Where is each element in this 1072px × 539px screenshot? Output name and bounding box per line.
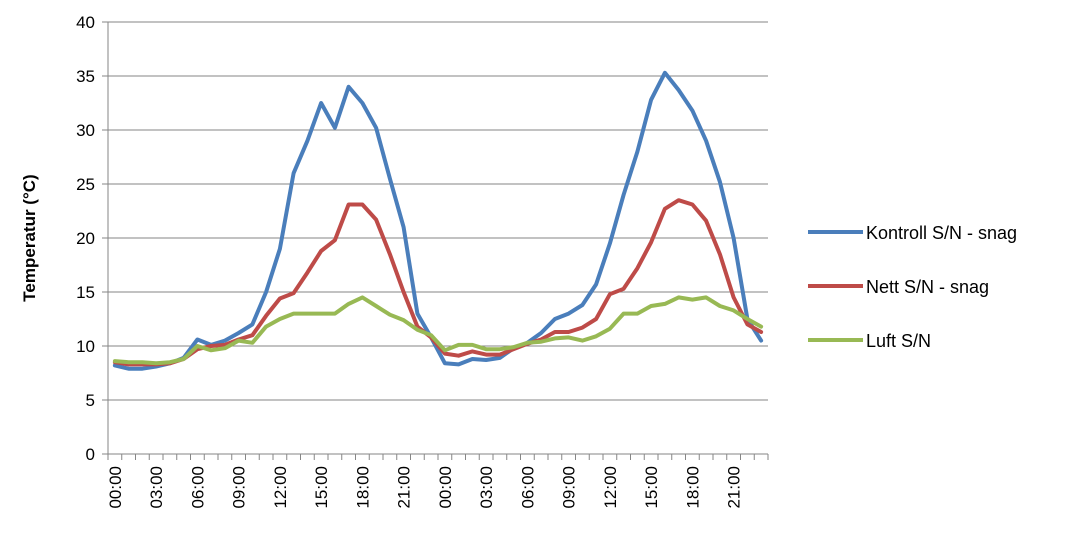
y-tick-label: 20 [76, 229, 95, 248]
x-axis-tick-labels: 00:00 03:00 06:00 09:00 12:00 15:00 18:00 21:00… [106, 466, 744, 509]
y-axis-title: Temperatur (°C) [20, 174, 39, 301]
x-tick-label: 12:00 [271, 466, 290, 509]
y-tick-label: 30 [76, 121, 95, 140]
x-axis [107, 453, 769, 460]
x-tick-label: 15:00 [312, 466, 331, 509]
x-tick-label: 06:00 [518, 466, 537, 509]
x-tick-label: 06:00 [188, 466, 207, 509]
x-tick-label: 09:00 [230, 466, 249, 509]
x-tick-label: 21:00 [725, 466, 744, 509]
legend-label: Luft S/N [866, 331, 931, 351]
y-axis-tick-labels: 0 5 10 15 20 25 30 35 40 [76, 13, 95, 464]
series-lines [112, 70, 764, 371]
y-tick-label: 10 [76, 337, 95, 356]
y-axis [102, 21, 109, 455]
x-tick-label: 18:00 [683, 466, 702, 509]
series-line-1 [112, 198, 764, 367]
y-tick-label: 5 [86, 391, 95, 410]
x-tick-label: 00:00 [436, 466, 455, 509]
series-line-0 [112, 70, 764, 371]
y-tick-label: 35 [76, 67, 95, 86]
legend: Kontroll S/N - snag Nett S/N - snag Luft S… [808, 223, 1017, 351]
x-tick-label: 18:00 [353, 466, 372, 509]
legend-label: Nett S/N - snag [866, 277, 989, 297]
x-tick-label: 21:00 [395, 466, 414, 509]
x-tick-label: 12:00 [601, 466, 620, 509]
y-tick-label: 25 [76, 175, 95, 194]
x-tick-label: 03:00 [147, 466, 166, 509]
x-tick-label: 09:00 [560, 466, 579, 509]
x-tick-label: 03:00 [477, 466, 496, 509]
series-line-2 [112, 295, 764, 366]
y-tick-label: 0 [86, 445, 95, 464]
y-tick-label: 15 [76, 283, 95, 302]
x-tick-label: 00:00 [106, 466, 125, 509]
y-tick-label: 40 [76, 13, 95, 32]
legend-label: Kontroll S/N - snag [866, 223, 1017, 243]
x-tick-label: 15:00 [642, 466, 661, 509]
